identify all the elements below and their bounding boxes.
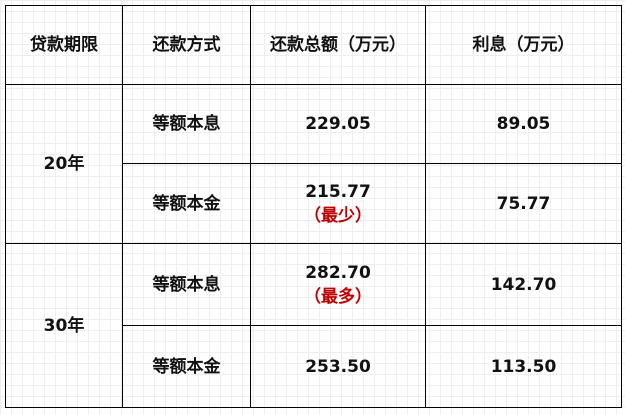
- table-row: 等额本金 215.77 （最少） 75.77: [6, 163, 622, 244]
- table-row: 20年 等额本息 229.05 89.05: [5, 84, 622, 244]
- method-cell: 等额本金: [122, 325, 251, 408]
- table-row: 等额本金 253.50 113.50: [6, 325, 622, 408]
- header-interest: 利息（万元）: [425, 5, 622, 85]
- total-cell: 215.77 （最少）: [250, 163, 426, 244]
- total-cell: 253.50: [250, 325, 426, 408]
- method-cell: 等额本金: [122, 163, 251, 244]
- total-note: （最多）: [304, 286, 372, 307]
- method-cell: 等额本息: [122, 243, 251, 326]
- total-value: 282.70: [305, 262, 371, 283]
- interest-cell: 113.50: [425, 325, 622, 408]
- header-method: 还款方式: [122, 5, 251, 85]
- total-note: （最少）: [304, 205, 372, 226]
- header-total: 还款总额（万元）: [250, 5, 426, 85]
- term-cell: 20年: [5, 84, 123, 244]
- header-term: 贷款期限: [5, 5, 123, 85]
- total-value: 215.77: [305, 181, 371, 202]
- total-cell: 229.05: [250, 84, 426, 164]
- term-cell: 30年: [5, 243, 123, 408]
- table-row: 30年 等额本息 282.70 （最多） 142.70: [5, 243, 622, 408]
- method-cell: 等额本息: [122, 84, 251, 164]
- interest-cell: 75.77: [425, 163, 622, 244]
- total-cell: 282.70 （最多）: [250, 243, 426, 326]
- interest-cell: 89.05: [425, 84, 622, 164]
- loan-comparison-table: 贷款期限 还款方式 还款总额（万元） 利息（万元） 20年 等额本息 229.0…: [5, 5, 622, 408]
- header-row: 贷款期限 还款方式 还款总额（万元） 利息（万元）: [5, 5, 622, 85]
- interest-cell: 142.70: [425, 243, 622, 326]
